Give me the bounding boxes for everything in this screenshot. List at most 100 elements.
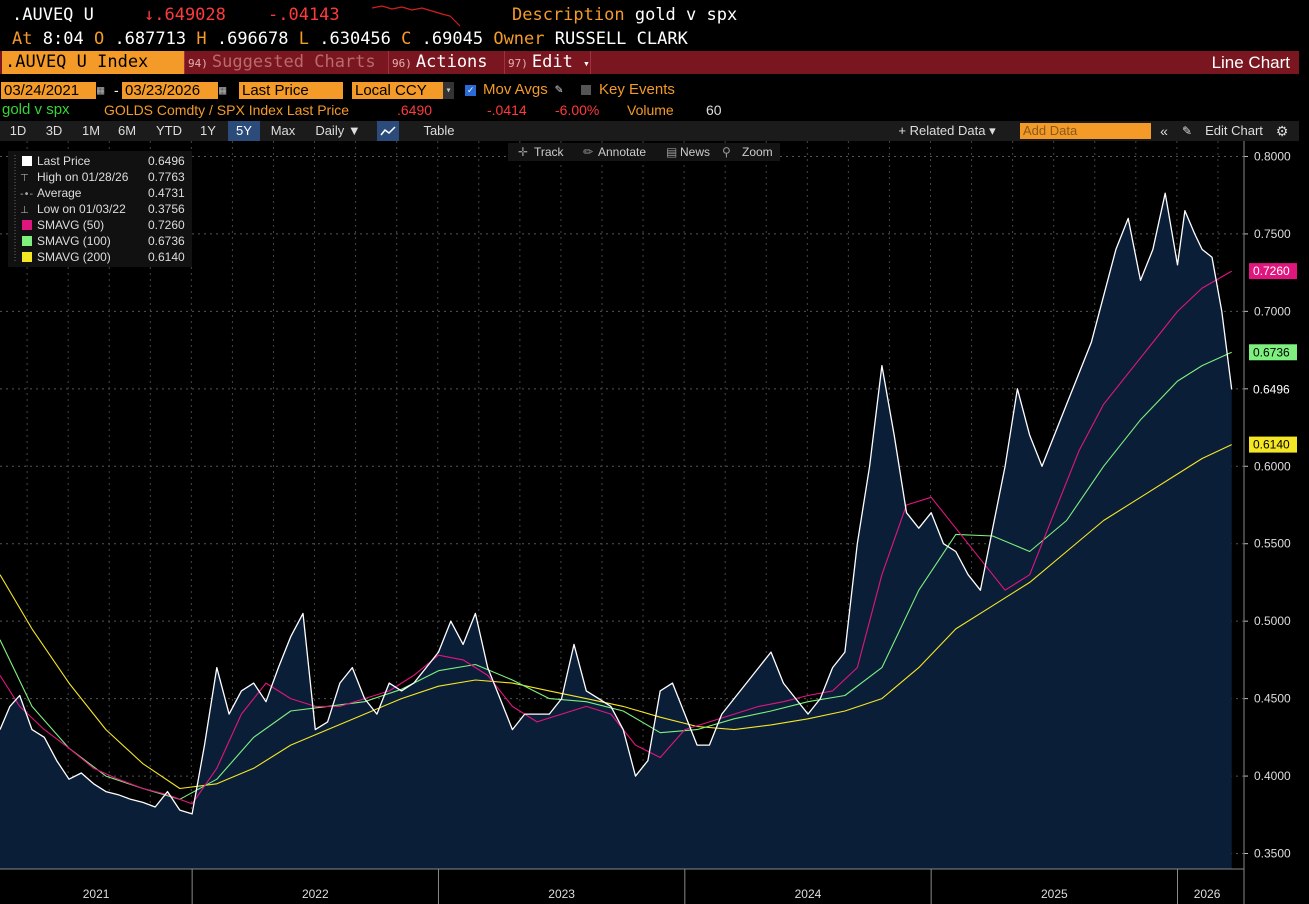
volume-label: Volume xyxy=(627,102,674,118)
chart-tools-background xyxy=(508,143,780,161)
pencil-icon[interactable]: ✎ xyxy=(1181,124,1193,138)
separator xyxy=(184,51,185,74)
line-chart-icon[interactable] xyxy=(377,121,399,141)
x-tick-label: 2025 xyxy=(1041,887,1068,901)
date-separator: - xyxy=(114,82,119,98)
mov-avgs-label: Mov Avgs xyxy=(483,81,548,98)
period-max-button[interactable]: Max xyxy=(270,123,296,138)
price-chart[interactable]: 0.80000.75000.70000.65000.60000.55000.50… xyxy=(0,141,1309,904)
series-line-price xyxy=(0,192,1233,815)
chart-tools: ✛ Track ✏ Annotate ▤ News ⚲ Zoom xyxy=(508,143,780,161)
series-price: .6490 xyxy=(397,102,433,118)
x-tick-label: 2022 xyxy=(302,887,329,901)
dropdown-arrow-icon: ▾ xyxy=(583,57,590,70)
field-select[interactable]: Last Price xyxy=(239,82,343,99)
separator xyxy=(388,51,389,74)
period-3d-button[interactable]: 3D xyxy=(45,123,63,138)
crosshair-icon[interactable]: ✛ xyxy=(518,145,528,159)
last-price: ↓.649028 xyxy=(144,5,226,25)
currency-dropdown-icon[interactable]: ▾ xyxy=(443,82,454,99)
calendar-icon[interactable]: ▦ xyxy=(219,83,227,97)
last-value-box-sma200 xyxy=(1249,436,1297,453)
legend-label: Average xyxy=(37,186,82,200)
y-tick-label: 0.3500 xyxy=(1254,847,1291,861)
security-field[interactable]: .AUVEQ U Index xyxy=(2,51,185,74)
news-icon[interactable]: ▤ xyxy=(666,145,677,159)
pencil-icon[interactable]: ✎ xyxy=(555,82,563,97)
description-label: Description xyxy=(512,5,625,25)
low-label: L xyxy=(298,29,309,49)
owner-value: RUSSELL CLARK xyxy=(554,29,688,49)
y-tick-label: 0.8000 xyxy=(1254,149,1291,163)
legend-marker-icon: ⊥ xyxy=(20,205,29,216)
edit-num: 97) xyxy=(508,57,528,70)
news-button[interactable]: News xyxy=(680,145,710,159)
legend-marker-icon: -•- xyxy=(20,189,34,200)
legend-label: SMAVG (100) xyxy=(37,234,111,248)
zoom-icon[interactable]: ⚲ xyxy=(722,145,731,159)
open-label: O xyxy=(93,29,105,49)
calendar-icon[interactable]: ▦ xyxy=(97,83,105,97)
period-ytd-button[interactable]: YTD xyxy=(156,123,182,138)
track-button[interactable]: Track xyxy=(534,145,565,159)
period-5y-button[interactable]: 5Y xyxy=(228,121,260,141)
high-value: .696678 xyxy=(216,29,289,49)
period-6m-button[interactable]: 6M xyxy=(117,123,137,138)
y-tick-label: 0.5000 xyxy=(1254,614,1291,628)
series-formula: GOLDS Comdty / SPX Index Last Price xyxy=(104,102,350,118)
y-tick-label: 0.7000 xyxy=(1254,304,1291,318)
start-date-input[interactable]: 03/24/2021 xyxy=(1,82,96,99)
close-label: C xyxy=(401,29,412,49)
gear-icon[interactable]: ⚙ xyxy=(1275,123,1289,139)
annotate-button[interactable]: Annotate xyxy=(598,145,646,159)
header-row-1: .AUVEQ U xyxy=(12,4,94,26)
series-change: -.0414 xyxy=(487,102,527,118)
high-label: H xyxy=(196,29,207,49)
actions-button[interactable]: 96)Actions ▾ xyxy=(392,51,504,94)
series-pct: -6.00% xyxy=(555,102,600,118)
legend-label: Low on 01/03/22 xyxy=(37,202,126,216)
legend: Last Price 0.6496 ⊤ High on 01/28/26 0.7763 -… xyxy=(8,151,192,267)
frequency-select[interactable]: Daily ▼ xyxy=(315,123,361,138)
description-value: gold v spx xyxy=(634,5,738,25)
volume-value: 60 xyxy=(706,102,722,118)
last-value-label-sma200: 0.6140 xyxy=(1253,438,1290,452)
y-tick-label: 0.4000 xyxy=(1254,769,1291,783)
x-tick-label: 2021 xyxy=(83,887,110,901)
add-data-input[interactable]: Add Data xyxy=(1020,123,1151,139)
key-events-label: Key Events xyxy=(599,81,675,98)
suggested-label: Suggested Charts xyxy=(211,52,376,72)
key-events-checkbox[interactable] xyxy=(581,85,591,95)
at-label: At xyxy=(12,29,33,49)
collapse-icon[interactable]: « xyxy=(1160,123,1168,139)
legend-marker-icon: ⊤ xyxy=(20,173,29,184)
suggested-charts-button[interactable]: 94)Suggested Charts ▾ xyxy=(188,51,384,94)
last-value-label-price: 0.6496 xyxy=(1253,382,1290,396)
y-tick-label: 0.4500 xyxy=(1254,692,1291,706)
zoom-button[interactable]: Zoom xyxy=(742,145,773,159)
currency-select[interactable]: Local CCY xyxy=(352,82,444,99)
edit-label: Edit xyxy=(531,52,573,72)
edit-button[interactable]: 97) Edit ▾ xyxy=(508,51,592,74)
period-1d-button[interactable]: 1D xyxy=(9,123,27,138)
edit-chart-button[interactable]: Edit Chart xyxy=(1205,123,1263,138)
legend-value: 0.4731 xyxy=(148,186,185,200)
period-1y-button[interactable]: 1Y xyxy=(200,123,216,138)
annotate-icon[interactable]: ✏ xyxy=(583,145,593,159)
legend-swatch xyxy=(22,220,32,230)
y-tick-label: 0.6000 xyxy=(1254,459,1291,473)
last-value-label-sma50: 0.7260 xyxy=(1253,264,1290,278)
owner-label: Owner xyxy=(493,29,545,49)
add-data-placeholder: Add Data xyxy=(1023,123,1078,138)
table-button[interactable]: Table xyxy=(423,123,455,138)
legend-value: 0.6496 xyxy=(148,154,185,168)
related-data-button[interactable]: + Related Data ▾ xyxy=(898,123,996,138)
legend-label: High on 01/28/26 xyxy=(37,170,129,184)
legend-value: 0.7260 xyxy=(148,218,185,232)
command-bar: .AUVEQ U Index 94)Suggested Charts ▾ 96)… xyxy=(0,51,1299,94)
last-value-labels: 0.7260 0.6736 0.6496 0.6140 xyxy=(1249,263,1297,453)
end-date-input[interactable]: 03/23/2026 xyxy=(122,82,218,99)
mov-avgs-checkbox[interactable]: ✓ xyxy=(465,85,476,96)
legend-value: 0.6140 xyxy=(148,250,185,264)
period-1m-button[interactable]: 1M xyxy=(81,123,101,138)
